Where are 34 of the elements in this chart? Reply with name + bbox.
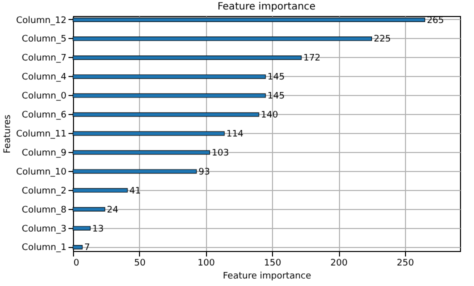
y-tick-label: Column_12 bbox=[16, 16, 66, 26]
data-label: 93 bbox=[198, 167, 210, 178]
x-tick-label: 150 bbox=[264, 258, 282, 268]
x-tick-label: 0 bbox=[74, 258, 80, 268]
y-tick-label: Column_10 bbox=[16, 167, 67, 178]
chart-title: Feature importance bbox=[217, 1, 316, 12]
data-label: 172 bbox=[303, 54, 321, 64]
data-label: 114 bbox=[226, 130, 244, 140]
data-label: 145 bbox=[268, 92, 285, 102]
x-axis-title: Feature importance bbox=[222, 272, 312, 282]
data-label: 103 bbox=[212, 148, 229, 158]
x-tick-label: 250 bbox=[396, 258, 414, 268]
data-label: 24 bbox=[106, 205, 119, 216]
y-tick-label: Column_0 bbox=[22, 92, 67, 102]
data-label: 41 bbox=[129, 186, 141, 196]
y-tick-label: Column_6 bbox=[22, 110, 67, 121]
data-label: 140 bbox=[260, 110, 278, 121]
data-label: 7 bbox=[84, 243, 90, 254]
data-label: 13 bbox=[92, 224, 104, 234]
y-tick-label: Column_9 bbox=[22, 148, 67, 158]
data-label: 225 bbox=[374, 34, 391, 45]
y-tick-label: Column_2 bbox=[22, 186, 66, 196]
x-tick-label: 100 bbox=[198, 258, 216, 268]
y-tick-label: Column_8 bbox=[22, 205, 67, 216]
y-tick-label: Column_1 bbox=[22, 243, 66, 254]
x-tick-label: 200 bbox=[330, 258, 348, 268]
y-tick-label: Column_4 bbox=[22, 72, 67, 83]
y-tick-label: Column_3 bbox=[22, 224, 66, 234]
y-tick-label: Column_5 bbox=[22, 34, 66, 45]
data-label: 145 bbox=[268, 72, 285, 83]
y-axis-title: Features bbox=[3, 114, 14, 154]
y-tick-label: Column_11 bbox=[16, 130, 66, 140]
y-tick-label: Column_7 bbox=[22, 54, 66, 64]
x-tick-label: 50 bbox=[134, 258, 146, 268]
